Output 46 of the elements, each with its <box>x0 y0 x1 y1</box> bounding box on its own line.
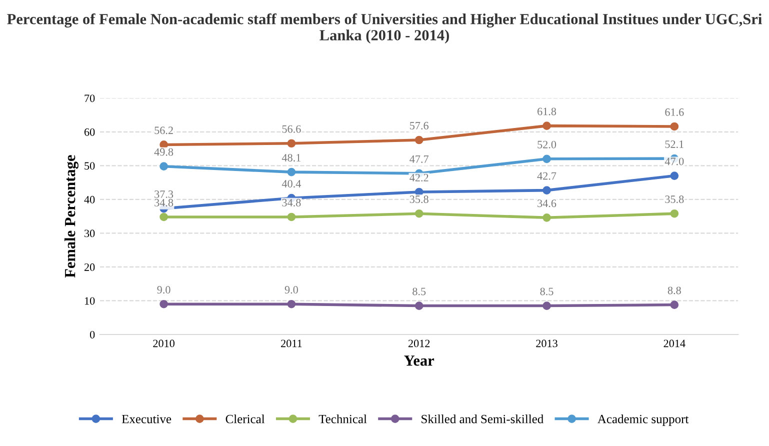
y-tick-label: 60 <box>84 128 95 136</box>
legend-label: Technical <box>318 414 367 424</box>
data-label: 56.6 <box>282 125 301 133</box>
data-label: 34.8 <box>154 198 174 206</box>
legend-label: Skilled and Semi-skilled <box>422 414 544 424</box>
y-tick-label: 50 <box>84 162 95 170</box>
y-tick-label: 10 <box>84 297 95 305</box>
x-tick-label: 2014 <box>664 340 686 348</box>
data-label: 56.2 <box>154 126 173 134</box>
x-tick-label: 2013 <box>536 340 558 348</box>
data-label: 42.7 <box>537 172 556 180</box>
data-label: 61.6 <box>665 108 684 116</box>
data-label: 49.8 <box>154 148 174 156</box>
y-tick-label: 70 <box>84 94 95 102</box>
data-label: 35.8 <box>410 196 428 204</box>
data-label: 35.8 <box>665 196 684 204</box>
data-label: 40.4 <box>282 180 301 188</box>
legend-label: Executive <box>122 414 172 424</box>
x-tick-label: 2010 <box>153 340 174 348</box>
data-label: 8.8 <box>668 286 681 294</box>
data-label: 52.0 <box>538 140 556 148</box>
x-axis-title: Year <box>404 356 434 366</box>
data-label: 34.8 <box>282 198 301 206</box>
data-label: 9.0 <box>284 286 298 294</box>
x-tick-label: 2012 <box>408 340 430 348</box>
data-label: 9.0 <box>157 286 170 294</box>
data-label: 8.5 <box>412 288 426 296</box>
data-label: 57.6 <box>410 122 428 130</box>
data-label: 48.1 <box>282 154 301 162</box>
x-tick-label: 2011 <box>281 340 302 348</box>
y-tick-label: 0 <box>90 330 95 338</box>
data-label: 47.0 <box>664 158 684 166</box>
legend-label: Clerical <box>226 414 265 424</box>
y-tick-label: 20 <box>84 263 95 271</box>
data-label: 61.8 <box>538 108 556 116</box>
y-axis-title: Female Percentage <box>64 155 78 278</box>
chart-title: Percentage of Female Non-academic staff members of Universities and Higher Educational Institues under UGC,Sri Lanka (2010 - 2014) <box>7 13 762 44</box>
y-tick-label: 30 <box>84 230 95 238</box>
legend-label: Academic support <box>598 414 689 426</box>
data-label: 42.2 <box>410 174 428 182</box>
data-label: 37.3 <box>154 190 174 198</box>
data-label: 34.6 <box>538 200 556 208</box>
data-label: 52.1 <box>665 140 684 148</box>
y-tick-label: 40 <box>84 196 95 204</box>
data-label: 47.7 <box>410 155 429 163</box>
data-label: 8.5 <box>540 288 554 296</box>
